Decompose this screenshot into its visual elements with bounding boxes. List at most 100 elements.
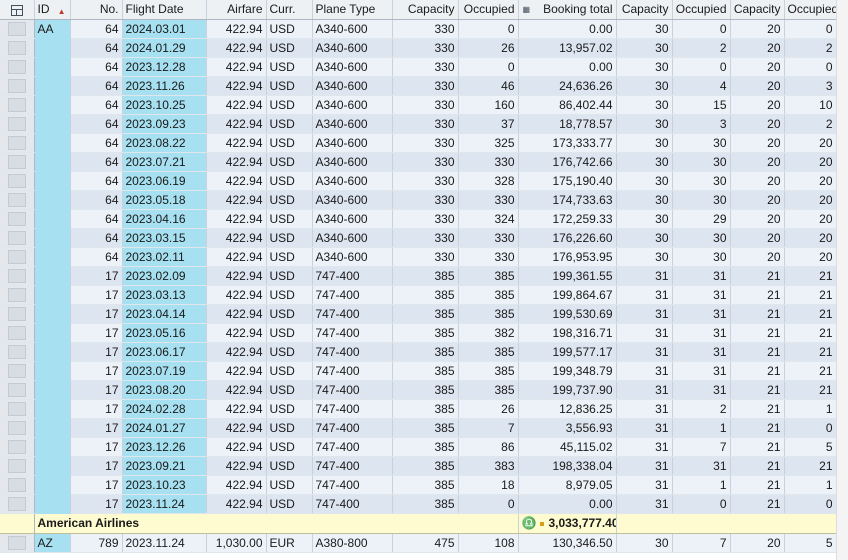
cell-booking[interactable]: 199,864.67 <box>518 285 617 305</box>
table-row[interactable]: 64 2023.06.19 422.94 USD A340-600 330 328 175,1… <box>0 171 837 191</box>
cell-airline-id[interactable] <box>34 494 71 514</box>
cell-cap2[interactable]: 31 <box>616 323 673 343</box>
cell-cap1[interactable]: 330 <box>392 247 459 267</box>
cell-occ2[interactable]: 30 <box>672 133 731 153</box>
cell-airfare[interactable]: 422.94 <box>206 285 267 305</box>
cell-occ1[interactable]: 7 <box>458 418 519 438</box>
cell-booking[interactable]: 8,979.05 <box>518 475 617 495</box>
table-row[interactable]: 64 2023.10.25 422.94 USD A340-600 330 160 86,40… <box>0 95 837 115</box>
cell-cap1[interactable]: 330 <box>392 133 459 153</box>
cell-cap3[interactable]: 21 <box>730 437 785 457</box>
table-row[interactable]: 17 2023.08.20 422.94 USD 747-400 385 385 199,73… <box>0 380 837 400</box>
table-row[interactable]: 17 2023.03.13 422.94 USD 747-400 385 385 199,86… <box>0 285 837 305</box>
cell-cap2[interactable]: 31 <box>616 361 673 381</box>
cell-occ3[interactable]: 20 <box>784 247 837 267</box>
cell-cap2[interactable]: 30 <box>616 57 673 77</box>
cell-occ2[interactable]: 4 <box>672 76 731 96</box>
row-selector[interactable] <box>0 512 35 534</box>
row-selector[interactable] <box>0 190 35 210</box>
table-row[interactable]: 17 2023.11.24 422.94 USD 747-400 385 0 0.00 31 0 2… <box>0 494 837 514</box>
row-selector[interactable] <box>0 209 35 229</box>
cell-curr[interactable]: USD <box>266 342 313 362</box>
cell-occ1[interactable]: 26 <box>458 399 519 419</box>
cell-date[interactable]: 2024.02.28 <box>122 399 207 419</box>
cell-no[interactable]: 17 <box>70 494 123 514</box>
cell-occ3[interactable]: 10 <box>784 95 837 115</box>
cell-airline-id[interactable] <box>34 171 71 191</box>
cell-occ1[interactable]: 0 <box>458 19 519 39</box>
table-row[interactable]: 17 2024.01.27 422.94 USD 747-400 385 7 3,556.93… <box>0 418 837 438</box>
subtotal-row[interactable]: American Airlines ♎ 3,033,777.40 <box>0 512 837 534</box>
cell-curr[interactable]: USD <box>266 114 313 134</box>
cell-curr[interactable]: USD <box>266 190 313 210</box>
cell-booking[interactable]: 3,556.93 <box>518 418 617 438</box>
cell-cap2[interactable]: 30 <box>616 152 673 172</box>
cell-no[interactable]: 64 <box>70 19 123 39</box>
cell-cap3[interactable]: 21 <box>730 494 785 514</box>
cell-occ3[interactable]: 20 <box>784 209 837 229</box>
cell-cap3[interactable]: 20 <box>730 95 785 115</box>
cell-curr[interactable]: USD <box>266 361 313 381</box>
cell-occ2[interactable]: 7 <box>672 437 731 457</box>
cell-date[interactable]: 2024.01.29 <box>122 38 207 58</box>
column-header-capacity-economy[interactable]: Capacity <box>392 0 459 20</box>
cell-booking[interactable]: 0.00 <box>518 494 617 514</box>
cell-plane[interactable]: 747-400 <box>312 380 393 400</box>
cell-curr[interactable]: USD <box>266 437 313 457</box>
cell-occ3[interactable]: 21 <box>784 323 837 343</box>
cell-booking[interactable]: 198,338.04 <box>518 456 617 476</box>
cell-cap2[interactable]: 30 <box>616 171 673 191</box>
cell-occ2[interactable]: 29 <box>672 209 731 229</box>
cell-occ3[interactable]: 21 <box>784 456 837 476</box>
cell-occ1[interactable]: 325 <box>458 133 519 153</box>
cell-no[interactable]: 17 <box>70 285 123 305</box>
column-header-currency[interactable]: Curr. <box>266 0 313 20</box>
cell-cap1[interactable]: 330 <box>392 114 459 134</box>
cell-booking[interactable]: 173,333.77 <box>518 133 617 153</box>
cell-date[interactable]: 2023.11.24 <box>122 533 207 553</box>
cell-airfare[interactable]: 422.94 <box>206 323 267 343</box>
cell-curr[interactable]: USD <box>266 209 313 229</box>
cell-plane[interactable]: 747-400 <box>312 323 393 343</box>
cell-no[interactable]: 17 <box>70 418 123 438</box>
cell-occ1[interactable]: 18 <box>458 475 519 495</box>
cell-occ1[interactable]: 385 <box>458 285 519 305</box>
cell-curr[interactable]: USD <box>266 494 313 514</box>
cell-plane[interactable]: A340-600 <box>312 114 393 134</box>
cell-occ2[interactable]: 1 <box>672 475 731 495</box>
cell-booking[interactable]: 199,348.79 <box>518 361 617 381</box>
column-header-no[interactable]: No. <box>70 0 123 20</box>
row-selector[interactable] <box>0 19 35 39</box>
cell-date[interactable]: 2023.10.23 <box>122 475 207 495</box>
cell-cap1[interactable]: 385 <box>392 456 459 476</box>
row-selector[interactable] <box>0 418 35 438</box>
cell-airline-id[interactable] <box>34 342 71 362</box>
table-row[interactable]: 17 2023.09.21 422.94 USD 747-400 385 383 198,33… <box>0 456 837 476</box>
cell-cap1[interactable]: 385 <box>392 304 459 324</box>
row-selector[interactable] <box>0 152 35 172</box>
row-selector[interactable] <box>0 247 35 267</box>
cell-occ2[interactable]: 31 <box>672 266 731 286</box>
cell-curr[interactable]: USD <box>266 95 313 115</box>
cell-date[interactable]: 2023.05.16 <box>122 323 207 343</box>
cell-occ1[interactable]: 383 <box>458 456 519 476</box>
cell-airline-id[interactable] <box>34 57 71 77</box>
cell-occ3[interactable]: 5 <box>784 437 837 457</box>
table-row[interactable]: 64 2023.02.11 422.94 USD A340-600 330 330 176,9… <box>0 247 837 267</box>
cell-occ2[interactable]: 2 <box>672 38 731 58</box>
cell-occ2[interactable]: 30 <box>672 190 731 210</box>
cell-occ3[interactable]: 0 <box>784 494 837 514</box>
cell-airfare[interactable]: 422.94 <box>206 494 267 514</box>
cell-airfare[interactable]: 422.94 <box>206 475 267 495</box>
row-selector[interactable] <box>0 380 35 400</box>
cell-occ3[interactable]: 21 <box>784 285 837 305</box>
cell-occ1[interactable]: 26 <box>458 38 519 58</box>
cell-no[interactable]: 64 <box>70 57 123 77</box>
cell-occ3[interactable]: 0 <box>784 418 837 438</box>
row-selector[interactable] <box>0 57 35 77</box>
cell-booking[interactable]: 0.00 <box>518 57 617 77</box>
cell-cap3[interactable]: 21 <box>730 361 785 381</box>
cell-cap3[interactable]: 20 <box>730 76 785 96</box>
cell-curr[interactable]: USD <box>266 456 313 476</box>
cell-cap3[interactable]: 20 <box>730 19 785 39</box>
